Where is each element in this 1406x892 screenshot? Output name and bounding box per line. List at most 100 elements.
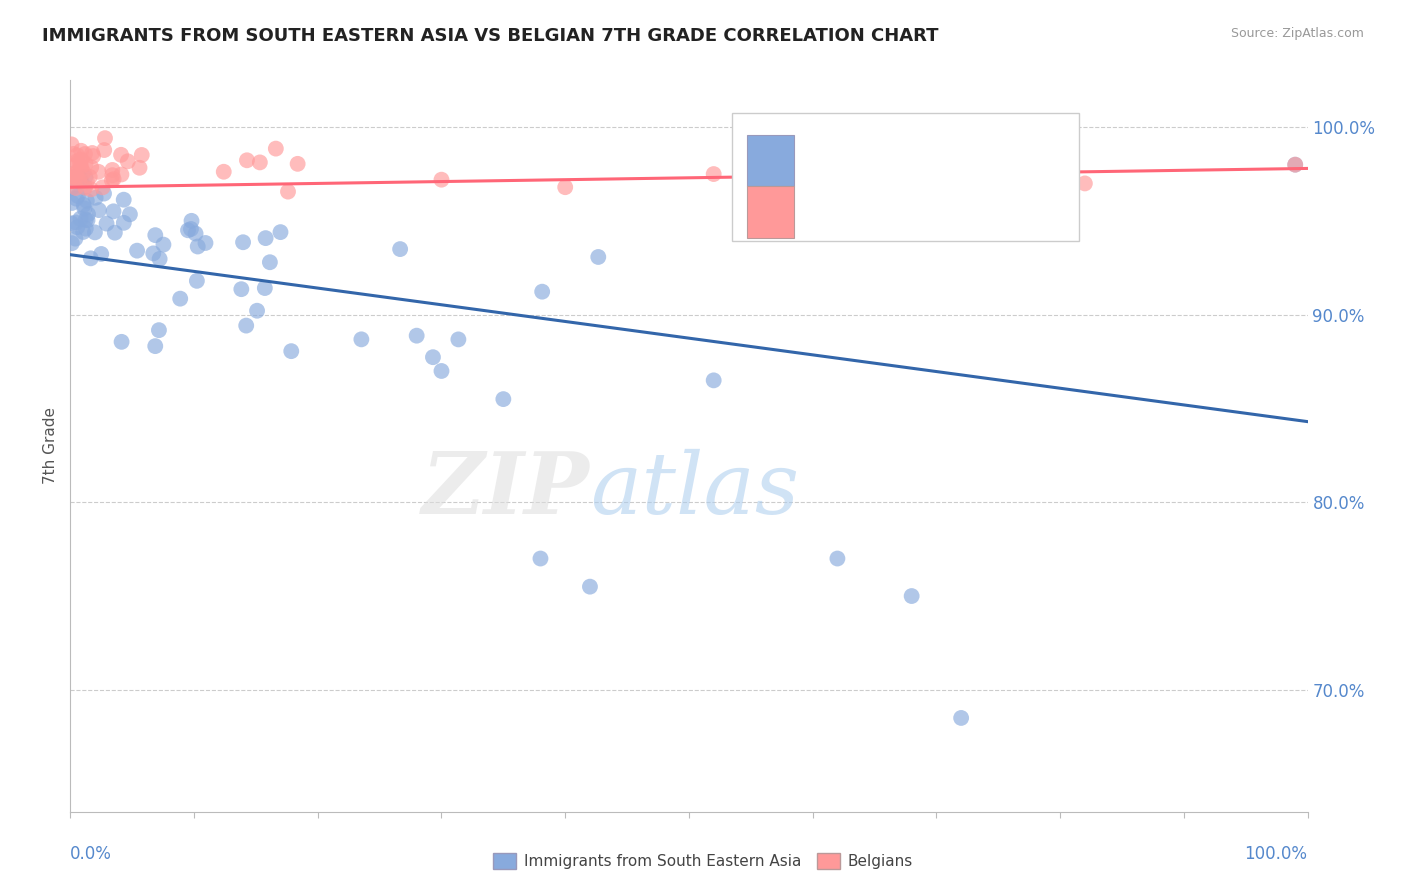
- Point: [73, 179, 96, 194]
- Text: atlas: atlas: [591, 449, 799, 532]
- FancyBboxPatch shape: [747, 136, 794, 186]
- Point: [101, 163, 124, 178]
- Text: N = 76: N = 76: [959, 152, 1024, 169]
- Point: [60, 174, 83, 188]
- Point: [65, 192, 87, 206]
- Point: [103, 204, 125, 219]
- Text: ZIP: ZIP: [422, 448, 591, 532]
- Point: [900, 589, 922, 603]
- Point: [66, 220, 89, 235]
- Point: [259, 255, 281, 269]
- Point: [62, 147, 84, 161]
- Point: [232, 235, 254, 250]
- Point: [73, 147, 96, 161]
- Point: [66, 148, 89, 162]
- Point: [143, 339, 166, 353]
- Point: [60, 137, 83, 152]
- Point: [75, 221, 97, 235]
- Point: [96, 217, 118, 231]
- Point: [100, 173, 122, 187]
- Point: [231, 282, 253, 296]
- Point: [194, 235, 217, 250]
- Point: [579, 580, 602, 594]
- Y-axis label: 7th Grade: 7th Grade: [44, 408, 59, 484]
- Point: [104, 226, 127, 240]
- Point: [87, 203, 110, 218]
- Point: [118, 207, 141, 221]
- Point: [430, 364, 453, 378]
- Point: [76, 194, 98, 208]
- Point: [180, 214, 202, 228]
- Point: [236, 153, 259, 168]
- Point: [149, 252, 172, 266]
- Point: [70, 153, 93, 167]
- Point: [62, 160, 84, 174]
- Point: [180, 222, 202, 236]
- Point: [169, 292, 191, 306]
- Point: [101, 168, 124, 182]
- Point: [125, 244, 148, 258]
- Point: [254, 231, 277, 245]
- Point: [110, 334, 132, 349]
- Point: [950, 180, 973, 194]
- Point: [76, 213, 98, 227]
- Point: [69, 159, 91, 173]
- Point: [492, 392, 515, 406]
- Point: [131, 148, 153, 162]
- Text: 0.0%: 0.0%: [70, 845, 112, 863]
- Point: [84, 191, 107, 205]
- Point: [143, 228, 166, 243]
- Point: [79, 169, 101, 184]
- Point: [184, 227, 207, 241]
- Point: [110, 168, 132, 182]
- Point: [60, 236, 83, 251]
- Point: [447, 332, 470, 346]
- Point: [422, 350, 444, 364]
- Point: [554, 180, 576, 194]
- Point: [73, 198, 96, 212]
- Point: [70, 160, 93, 174]
- Point: [67, 153, 90, 168]
- Text: R =  0.385: R = 0.385: [817, 203, 925, 221]
- Point: [588, 250, 610, 264]
- Point: [63, 167, 86, 181]
- Point: [82, 149, 104, 163]
- Point: [287, 157, 309, 171]
- Text: N = 54: N = 54: [959, 203, 1024, 221]
- Point: [142, 246, 165, 260]
- Point: [389, 242, 412, 256]
- Point: [73, 202, 96, 216]
- Point: [1284, 158, 1306, 172]
- FancyBboxPatch shape: [733, 113, 1078, 241]
- Point: [75, 157, 97, 171]
- Point: [152, 237, 174, 252]
- Point: [65, 181, 87, 195]
- Point: [93, 143, 115, 157]
- Point: [110, 148, 132, 162]
- Point: [80, 252, 103, 266]
- Point: [430, 172, 453, 186]
- Point: [405, 328, 427, 343]
- Point: [67, 173, 90, 187]
- Point: [63, 170, 86, 185]
- Text: IMMIGRANTS FROM SOUTH EASTERN ASIA VS BELGIAN 7TH GRADE CORRELATION CHART: IMMIGRANTS FROM SOUTH EASTERN ASIA VS BE…: [42, 27, 939, 45]
- Point: [177, 223, 200, 237]
- Point: [264, 142, 287, 156]
- Point: [350, 332, 373, 346]
- Point: [72, 165, 94, 179]
- Point: [94, 131, 117, 145]
- Point: [75, 169, 97, 184]
- Point: [112, 193, 135, 207]
- Point: [249, 155, 271, 169]
- Text: Source: ZipAtlas.com: Source: ZipAtlas.com: [1230, 27, 1364, 40]
- Point: [827, 551, 849, 566]
- Point: [187, 239, 209, 253]
- Point: [75, 180, 97, 194]
- Point: [212, 165, 235, 179]
- FancyBboxPatch shape: [747, 186, 794, 237]
- Point: [70, 144, 93, 158]
- Point: [253, 281, 276, 295]
- Point: [80, 182, 103, 196]
- Text: 100.0%: 100.0%: [1244, 845, 1308, 863]
- Text: R = -0.229: R = -0.229: [817, 152, 925, 169]
